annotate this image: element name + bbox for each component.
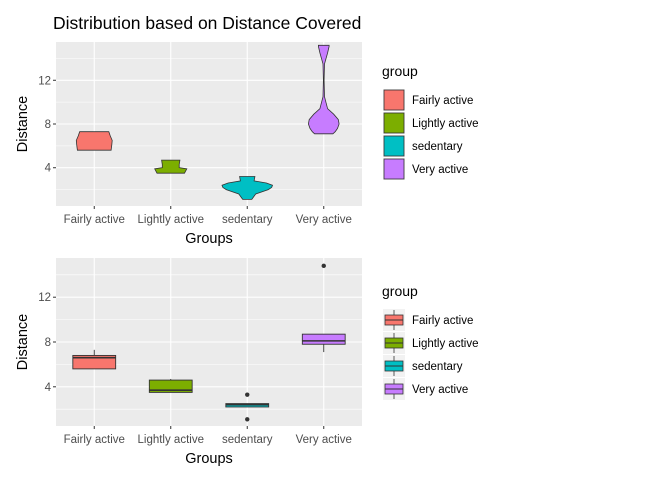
- x-tick-label: sedentary: [222, 434, 273, 446]
- x-tick-label: Lightly active: [138, 434, 204, 446]
- box-body: [301, 333, 346, 345]
- box-lightly-active: [148, 378, 193, 393]
- legend-label: Very active: [412, 164, 468, 176]
- x-tick-label: Very active: [296, 214, 352, 226]
- y-tick-label: 12: [38, 292, 51, 304]
- x-axis-title: Groups: [185, 231, 233, 247]
- x-axis-title: Groups: [185, 451, 233, 467]
- violin-very-active: [307, 44, 340, 135]
- y-tick-label: 12: [38, 75, 51, 87]
- legend-label: Lightly active: [412, 338, 478, 350]
- legend-item-very-active: Very active: [383, 158, 468, 180]
- outlier-point: [245, 417, 250, 422]
- x-axis-ticks: Fairly active Lightly active sedentary Very…: [64, 206, 352, 226]
- legend: group Fairly active Lightly active sedenta…: [382, 283, 478, 400]
- legend-label: Lightly active: [412, 118, 478, 130]
- box-sedentary: [225, 392, 270, 422]
- box-fairly-active: [72, 349, 117, 370]
- legend-title: group: [382, 63, 418, 79]
- x-tick-label: Fairly active: [64, 214, 125, 226]
- legend-item-very-active: Very active: [383, 378, 468, 400]
- legend-label: Fairly active: [412, 315, 473, 327]
- box-marks: [72, 263, 346, 422]
- y-axis-title: Distance: [15, 96, 31, 152]
- x-tick-label: Very active: [296, 434, 352, 446]
- box-body: [148, 379, 193, 393]
- violin-marks: [75, 44, 340, 200]
- box-plot-panel: 4 8 12 Fairly active Lightly active sedentar…: [15, 258, 478, 467]
- legend-item-sedentary: sedentary: [383, 355, 463, 377]
- y-tick-label: 4: [45, 163, 52, 175]
- legend-swatch: [383, 89, 405, 111]
- violin-sedentary: [221, 176, 274, 200]
- violin-lightly-active: [154, 159, 188, 174]
- outlier-point: [245, 392, 250, 397]
- box-very-active: [301, 263, 346, 353]
- legend-swatch: [383, 158, 405, 180]
- x-tick-label: Lightly active: [138, 214, 204, 226]
- y-axis-ticks: 4 8 12: [38, 292, 56, 394]
- legend-label: sedentary: [412, 361, 463, 373]
- legend-label: sedentary: [412, 141, 463, 153]
- y-axis-title: Distance: [15, 314, 31, 370]
- legend-item-sedentary: sedentary: [383, 135, 463, 157]
- y-tick-label: 8: [45, 337, 51, 349]
- legend-label: Very active: [412, 384, 468, 396]
- outlier-point: [321, 263, 326, 269]
- box-body: [72, 354, 117, 370]
- y-tick-label: 4: [45, 382, 52, 394]
- x-tick-label: sedentary: [222, 214, 273, 226]
- y-axis-ticks: 4 8 12: [38, 75, 56, 175]
- legend-item-lightly-active: Lightly active: [383, 332, 478, 354]
- gridlines: [56, 258, 362, 426]
- legend: group Fairly active Lightly active sedenta…: [382, 63, 478, 180]
- x-axis-ticks: Fairly active Lightly active sedentary Very…: [64, 426, 352, 446]
- chart-title: Distribution based on Distance Covered: [53, 13, 361, 33]
- legend-title: group: [382, 283, 418, 299]
- violin-fairly-active: [75, 131, 113, 151]
- legend-item-fairly-active: Fairly active: [383, 89, 473, 111]
- legend-label: Fairly active: [412, 95, 473, 107]
- x-tick-label: Fairly active: [64, 434, 125, 446]
- legend-item-fairly-active: Fairly active: [383, 309, 473, 331]
- legend-swatch: [383, 112, 405, 134]
- y-tick-label: 8: [45, 119, 51, 131]
- legend-item-lightly-active: Lightly active: [383, 112, 478, 134]
- violin-plot-panel: 4 8 12 Fairly active Lightly active sedentar…: [15, 42, 478, 247]
- legend-swatch: [383, 135, 405, 157]
